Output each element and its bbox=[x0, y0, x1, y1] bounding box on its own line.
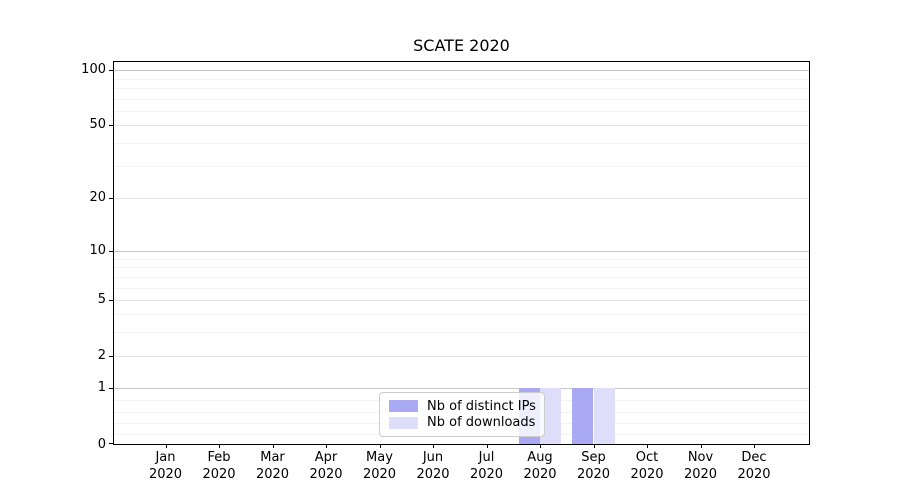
gridline-5 bbox=[114, 300, 809, 301]
x-tick-label-mar: Mar 2020 bbox=[241, 450, 305, 483]
x-tick-month: Apr bbox=[314, 450, 338, 465]
y-tick-20 bbox=[109, 198, 113, 200]
y-tick-label-50: 50 bbox=[89, 117, 106, 132]
y-tick-50 bbox=[109, 125, 113, 127]
x-tick-nov bbox=[700, 444, 702, 448]
gridline-10 bbox=[114, 250, 809, 252]
y-tick-label-20: 20 bbox=[89, 190, 106, 205]
x-tick-month: Feb bbox=[207, 450, 231, 465]
x-tick-month: Jan bbox=[155, 450, 176, 465]
x-tick-year: 2020 bbox=[202, 466, 236, 482]
x-tick-month: Jun bbox=[422, 450, 444, 465]
legend-swatch-distinct-ips-icon bbox=[389, 400, 418, 413]
legend: Nb of distinct IPs Nb of downloads bbox=[379, 392, 545, 437]
y-tick-label-1: 1 bbox=[97, 380, 106, 396]
gridline-20 bbox=[114, 198, 809, 199]
gridline-minor-8 bbox=[114, 267, 809, 269]
x-tick-dec bbox=[754, 444, 756, 448]
x-tick-label-jun: Jun 2020 bbox=[401, 450, 465, 483]
gridline-2 bbox=[114, 356, 809, 357]
x-tick-month: Sep bbox=[581, 450, 606, 465]
x-tick-label-aug: Aug 2020 bbox=[508, 450, 572, 483]
x-tick-year: 2020 bbox=[309, 466, 343, 482]
x-tick-label-nov: Nov 2020 bbox=[669, 450, 733, 483]
x-tick-jan bbox=[165, 444, 167, 448]
x-tick-label-oct: Oct 2020 bbox=[615, 450, 679, 483]
plot-area: Nb of distinct IPs Nb of downloads bbox=[109, 61, 810, 448]
x-tick-label-may: May 2020 bbox=[348, 450, 412, 483]
x-tick-year: 2020 bbox=[523, 466, 557, 482]
chart-title: SCATE 2020 bbox=[413, 36, 510, 55]
gridline-1 bbox=[114, 388, 809, 390]
y-tick-label-100: 100 bbox=[81, 62, 106, 77]
y-tick-0 bbox=[109, 443, 113, 445]
x-tick-jun bbox=[433, 444, 435, 448]
x-tick-feb bbox=[219, 444, 221, 448]
gridline-minor-90 bbox=[114, 78, 809, 80]
x-tick-sep bbox=[593, 444, 595, 448]
x-tick-year: 2020 bbox=[255, 466, 290, 482]
x-tick-label-apr: Apr 2020 bbox=[294, 450, 358, 483]
x-tick-year: 2020 bbox=[469, 466, 504, 482]
x-tick-year: 2020 bbox=[362, 466, 397, 482]
y-tick-10 bbox=[109, 250, 113, 252]
x-tick-month: Nov bbox=[687, 450, 714, 465]
x-tick-label-sep: Sep 2020 bbox=[562, 450, 626, 483]
gridline-minor-4 bbox=[114, 314, 809, 315]
x-tick-month: Oct bbox=[635, 450, 659, 465]
y-tick-100 bbox=[109, 70, 113, 72]
legend-item-downloads: Nb of downloads bbox=[389, 415, 535, 431]
gridline-minor-60 bbox=[114, 111, 809, 113]
x-tick-jul bbox=[486, 444, 488, 448]
legend-swatch-downloads-icon bbox=[389, 416, 418, 429]
gridline-100 bbox=[114, 70, 809, 71]
x-tick-year: 2020 bbox=[630, 466, 664, 482]
y-tick-2 bbox=[109, 356, 113, 358]
gridline-minor-9 bbox=[114, 258, 809, 260]
x-tick-may bbox=[379, 444, 381, 448]
gridline-50 bbox=[114, 125, 809, 126]
legend-label-distinct-ips: Nb of distinct IPs bbox=[427, 398, 536, 414]
gridline-minor-3 bbox=[114, 331, 809, 333]
legend-label-downloads: Nb of downloads bbox=[427, 415, 536, 431]
x-tick-month: Jul bbox=[478, 450, 495, 465]
y-tick-label-0: 0 bbox=[97, 437, 106, 452]
x-tick-year: 2020 bbox=[576, 466, 611, 482]
gridline-minor-80 bbox=[114, 88, 809, 90]
x-tick-label-feb: Feb 2020 bbox=[187, 450, 251, 483]
x-tick-month: Aug bbox=[527, 450, 553, 465]
y-tick-label-10: 10 bbox=[89, 242, 106, 258]
bar-aug-downloads bbox=[540, 388, 562, 444]
x-tick-mar bbox=[272, 444, 274, 448]
x-tick-apr bbox=[326, 444, 328, 448]
gridline-minor-6 bbox=[114, 287, 809, 289]
x-tick-year: 2020 bbox=[416, 466, 450, 482]
y-tick-5 bbox=[109, 300, 113, 302]
y-tick-label-5: 5 bbox=[97, 292, 106, 307]
y-tick-label-2: 2 bbox=[97, 348, 106, 363]
gridline-minor-40 bbox=[114, 143, 809, 145]
x-tick-year: 2020 bbox=[148, 466, 183, 482]
bar-sep-downloads bbox=[593, 388, 615, 444]
x-tick-oct bbox=[647, 444, 649, 448]
x-tick-aug bbox=[540, 444, 542, 448]
x-tick-year: 2020 bbox=[683, 466, 718, 482]
gridline-minor-30 bbox=[114, 166, 809, 168]
y-tick-1 bbox=[109, 388, 113, 390]
x-tick-year: 2020 bbox=[737, 466, 771, 482]
x-tick-label-jul: Jul 2020 bbox=[455, 450, 519, 483]
bar-sep-distinct-ips bbox=[572, 388, 594, 444]
x-tick-label-dec: Dec 2020 bbox=[722, 450, 786, 483]
x-tick-month: Dec bbox=[741, 450, 767, 465]
legend-item-distinct-ips: Nb of distinct IPs bbox=[389, 398, 536, 414]
x-tick-label-jan: Jan 2020 bbox=[134, 450, 198, 483]
gridline-minor-7 bbox=[114, 276, 809, 278]
x-tick-month: May bbox=[366, 450, 393, 465]
gridline-minor-70 bbox=[114, 98, 809, 100]
x-tick-month: Mar bbox=[260, 450, 285, 465]
